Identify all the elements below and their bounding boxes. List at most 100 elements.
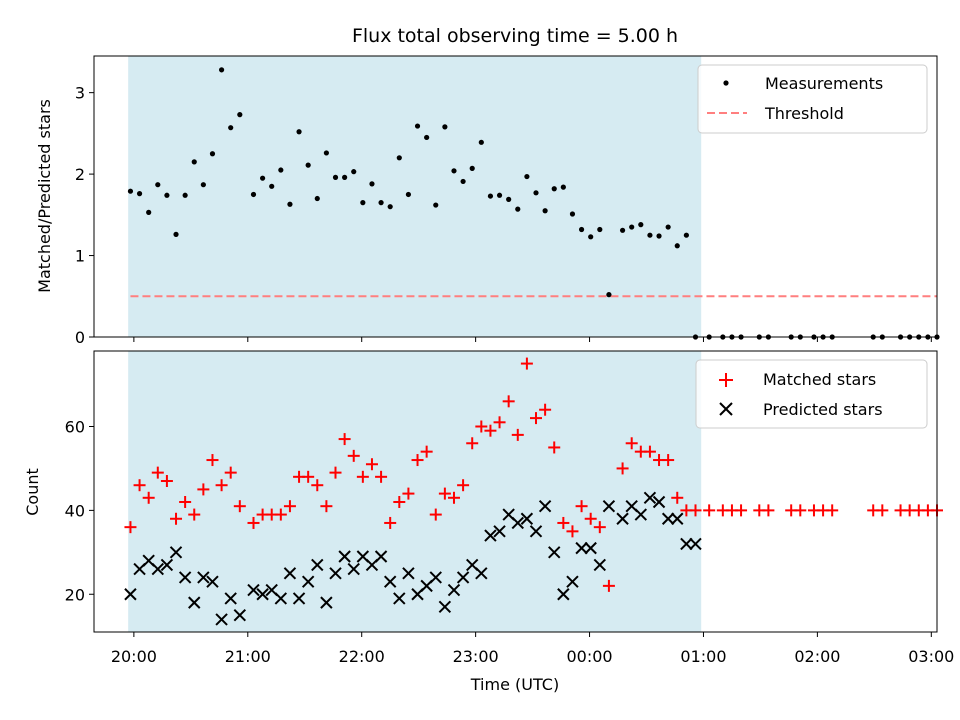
measurement-point — [629, 224, 635, 230]
predicted-star-stroke — [593, 558, 607, 572]
predicted-star-marker — [493, 525, 506, 538]
measurement-point — [619, 227, 626, 233]
top-panel: 0 1 2 3 Matched/Predicted stars Measurement… — [35, 55, 940, 347]
predicted-star-marker — [643, 491, 657, 504]
legend-matched-label: Matched stars — [763, 370, 876, 389]
predicted-star-stroke — [511, 516, 524, 530]
predicted-star-marker — [429, 571, 442, 584]
matched-star-marker — [703, 504, 716, 517]
measurement-point — [647, 232, 653, 238]
measurement-point — [146, 209, 152, 215]
x-tick-label: 23:00 — [453, 647, 499, 666]
predicted-star-marker — [329, 567, 342, 580]
measurement-point — [164, 192, 170, 198]
predicted-star-marker — [689, 537, 702, 551]
measurement-point — [332, 174, 339, 180]
predicted-star-stroke — [493, 525, 506, 538]
predicted-star-stroke — [151, 562, 165, 576]
measurement-point — [378, 200, 384, 206]
predicted-star-stroke — [188, 596, 201, 609]
matched-star-marker — [365, 458, 378, 471]
matched-star-marker — [457, 479, 470, 492]
measurement-point — [287, 201, 293, 207]
x-tick-label: 00:00 — [566, 647, 612, 666]
predicted-star-stroke — [616, 512, 629, 525]
measurement-point — [451, 168, 457, 174]
matched-star-marker — [411, 454, 424, 467]
predicted-star-stroke — [224, 592, 237, 605]
predicted-star-stroke — [142, 554, 155, 567]
measurement-point — [200, 182, 206, 188]
predicted-star-stroke — [429, 571, 442, 584]
matched-star-marker — [566, 525, 579, 538]
predicted-star-stroke — [548, 546, 561, 559]
measurement-point — [551, 186, 557, 192]
top-y-axis-label: Matched/Predicted stars — [35, 99, 54, 293]
predicted-star-marker — [438, 600, 452, 614]
matched-star-marker — [224, 466, 237, 479]
matched-star-marker — [124, 521, 137, 534]
measurement-point — [314, 195, 320, 202]
matched-star-marker — [548, 441, 561, 454]
x-tick-label: 21:00 — [225, 647, 271, 666]
predicted-star-stroke — [124, 588, 137, 601]
measurement-point — [414, 123, 421, 129]
predicted-star-marker — [124, 588, 137, 601]
measurement-point — [323, 150, 329, 156]
predicted-star-stroke — [301, 575, 315, 588]
predicted-star-marker — [475, 567, 488, 580]
predicted-star-marker — [402, 567, 415, 580]
predicted-star-marker — [680, 537, 693, 551]
matched-star-marker — [283, 500, 296, 513]
predicted-star-marker — [566, 575, 579, 588]
predicted-star-marker — [197, 571, 210, 584]
top-axes-frame — [93, 55, 938, 338]
predicted-star-marker — [393, 592, 406, 605]
measurement-point — [560, 184, 566, 190]
predicted-star-stroke — [466, 558, 479, 572]
predicted-star-marker — [484, 529, 497, 542]
bottom-axes-frame — [93, 350, 938, 633]
measurement-point — [478, 139, 484, 145]
predicted-star-stroke — [338, 550, 351, 563]
measurement-point — [155, 182, 161, 188]
bottom-y-tick-label: 40 — [65, 501, 85, 520]
predicted-star-stroke — [689, 537, 702, 551]
measurement-point — [237, 112, 243, 118]
measurement-point — [542, 208, 548, 214]
measurement-point — [405, 191, 412, 198]
predicted-star-marker — [224, 592, 237, 605]
matched-star-marker — [438, 487, 451, 500]
measurement-point — [515, 206, 521, 212]
x-tick-label: 02:00 — [794, 647, 840, 666]
predicted-star-stroke — [274, 592, 288, 605]
matched-star-marker — [557, 516, 570, 529]
matched-star-marker — [402, 487, 415, 500]
top-y-tick-label: 1 — [75, 247, 85, 266]
predicted-star-marker — [634, 508, 648, 521]
predicted-star-stroke — [374, 550, 388, 563]
measurement-point — [674, 243, 680, 249]
measurement-point — [665, 224, 671, 230]
measurement-point — [360, 200, 366, 206]
predicted-star-marker — [671, 512, 684, 525]
matched-star-marker — [429, 508, 442, 521]
predicted-star-marker — [320, 596, 333, 609]
predicted-star-stroke — [584, 541, 597, 555]
predicted-star-marker — [661, 512, 675, 525]
predicted-star-stroke — [557, 588, 570, 601]
predicted-star-marker — [548, 546, 561, 559]
measurement-point — [369, 181, 375, 187]
measurement-point — [269, 183, 275, 189]
measurement-point — [524, 173, 530, 180]
predicted-star-stroke — [197, 571, 210, 584]
matched-star-marker — [575, 500, 588, 513]
measurement-point — [305, 162, 311, 168]
legend-predicted-marker — [719, 402, 733, 416]
predicted-star-marker — [311, 558, 324, 572]
predicted-star-stroke — [484, 529, 497, 542]
legend-threshold-label: Threshold — [764, 104, 844, 123]
x-tick-label: 01:00 — [680, 647, 726, 666]
predicted-star-marker — [456, 571, 470, 584]
predicted-star-marker — [616, 512, 629, 525]
